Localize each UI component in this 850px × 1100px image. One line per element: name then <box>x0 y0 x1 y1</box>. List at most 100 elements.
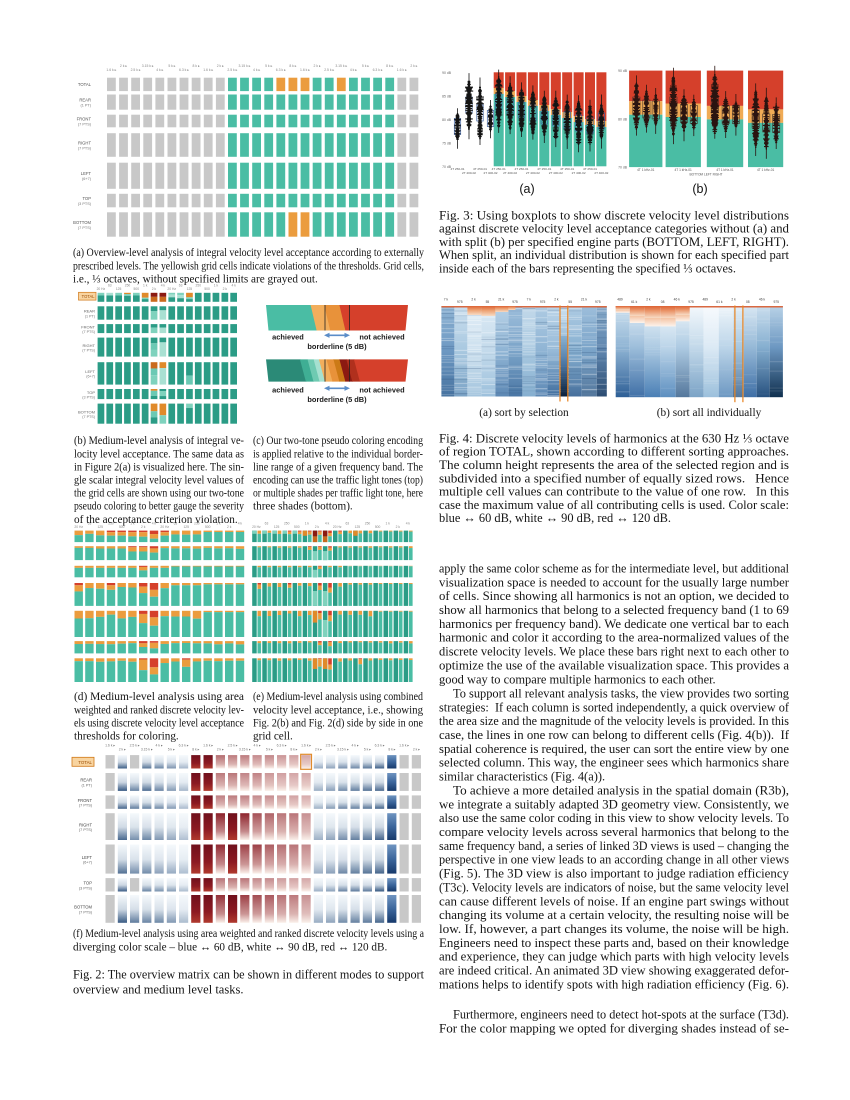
svg-text:For the color mapping we opted: For the color mapping we opted for diver… <box>439 1021 789 1035</box>
svg-text:RIGHT: RIGHT <box>83 343 96 348</box>
svg-text:or multiple shades per traffic: or multiple shades per traffic light ton… <box>253 487 423 499</box>
svg-text:2 k: 2 k <box>315 525 320 529</box>
svg-text:500: 500 <box>119 525 125 529</box>
svg-text:REAR: REAR <box>80 778 92 783</box>
svg-text:TOTAL: TOTAL <box>78 82 92 87</box>
svg-text:20 Hz: 20 Hz <box>160 525 169 529</box>
svg-text:8 k ▸: 8 k ▸ <box>386 64 393 68</box>
svg-text:2 k: 2 k <box>731 297 736 301</box>
svg-text:BOTTOM: BOTTOM <box>78 409 95 414</box>
svg-text:case the maximum value of all: case the maximum value of all contributi… <box>439 498 789 512</box>
svg-text:in Figure 2(a) is visualized h: in Figure 2(a) is visualized here. The s… <box>74 461 244 473</box>
svg-text:strategies: If each column is: strategies: If each column is sorted ind… <box>439 700 790 714</box>
svg-text:3.15 k ▸: 3.15 k ▸ <box>142 64 154 68</box>
svg-text:63: 63 <box>108 284 112 288</box>
svg-text:4 k: 4 k <box>152 522 157 526</box>
svg-text:2T 400-02: 2T 400-02 <box>483 171 497 175</box>
svg-text:BOTTOM: BOTTOM <box>74 905 92 910</box>
svg-text:(e) Medium-level analysis usin: (e) Medium-level analysis using combined <box>253 691 423 703</box>
svg-text:4T 1 kHz-01: 4T 1 kHz-01 <box>716 168 734 172</box>
svg-text:250: 250 <box>365 522 371 526</box>
svg-text:not achieved: not achieved <box>359 333 405 342</box>
svg-text:Fig. 3: Using boxplots to show: Fig. 3: Using boxplots to show discrete … <box>439 208 789 222</box>
svg-text:(7 PTS): (7 PTS) <box>82 348 95 352</box>
svg-text:61 k: 61 k <box>716 300 723 304</box>
svg-text:3.15 k ▸: 3.15 k ▸ <box>141 748 153 752</box>
svg-text:Fig. 2(b) and Fig. 2(d) side b: Fig. 2(b) and Fig. 2(d) side by side in … <box>253 717 423 729</box>
svg-text:250: 250 <box>284 522 290 526</box>
svg-text:pseudo coloring to better gaug: pseudo coloring to better gauge the seve… <box>74 500 244 512</box>
svg-text:8 k ▸: 8 k ▸ <box>290 748 297 752</box>
svg-text:500: 500 <box>294 525 300 529</box>
svg-text:2.5 k ▸: 2.5 k ▸ <box>130 744 140 748</box>
svg-text:(3 PTS): (3 PTS) <box>78 202 92 206</box>
svg-text:250: 250 <box>196 284 202 288</box>
svg-text:harmonic and color it accordin: harmonic and color it according to the a… <box>439 631 789 645</box>
svg-text:500: 500 <box>375 525 381 529</box>
svg-text:1 k: 1 k <box>143 284 148 288</box>
svg-text:21 k: 21 k <box>581 297 588 301</box>
svg-text:2T 400-02: 2T 400-02 <box>572 171 586 175</box>
svg-text:REAR: REAR <box>84 309 95 314</box>
svg-text:encoding can use the traffic l: encoding can use the traffic light tones… <box>253 474 423 486</box>
svg-text:blue ↔ 60 dB, white ↔ 90 dB, r: blue ↔ 60 dB, white ↔ 90 dB, red ↔ 120 d… <box>439 512 671 526</box>
svg-text:(f) Medium-level analysis usin: (f) Medium-level analysis using area wei… <box>73 928 424 940</box>
svg-text:BOTTOM: BOTTOM <box>73 220 91 225</box>
svg-text:prescribed levels. The yellowi: prescribed levels. The yellowish grid ce… <box>73 260 424 272</box>
svg-text:4T 250-01: 4T 250-01 <box>560 167 574 171</box>
svg-text:975: 975 <box>773 300 779 304</box>
svg-text:5 k ▸: 5 k ▸ <box>364 748 371 752</box>
svg-text:63: 63 <box>174 522 178 526</box>
svg-text:multiple cell values can contr: multiple cell values can contribute to t… <box>439 485 789 499</box>
svg-text:3.15 k ▸: 3.15 k ▸ <box>239 64 251 68</box>
svg-text:i.e., ⅓ octaves, without speci: i.e., ⅓ octaves, without specified limit… <box>73 273 318 285</box>
svg-text:4T 250-01: 4T 250-01 <box>492 167 506 171</box>
svg-text:1 k: 1 k <box>305 522 310 526</box>
svg-text:5 k ▸: 5 k ▸ <box>266 748 273 752</box>
svg-text:can cause different levels of: can cause different levels of noise. If … <box>439 894 790 908</box>
svg-text:The column height represents t: The column height represents the area of… <box>439 458 789 472</box>
svg-text:gle scalar integral velocity l: gle scalar integral velocity level value… <box>74 474 244 486</box>
svg-text:changing its volume at a certa: changing its volume at a certain velocit… <box>439 908 789 922</box>
svg-text:21 k: 21 k <box>498 297 505 301</box>
svg-text:against discrete velocity leve: against discrete velocity level acceptan… <box>439 222 790 236</box>
svg-text:weighted and ranked discrete v: weighted and ranked discrete velocity le… <box>74 704 244 716</box>
svg-text:6.3 k ▸: 6.3 k ▸ <box>277 744 287 748</box>
svg-text:spatial coherence is required,: spatial coherence is required, the user … <box>439 742 789 756</box>
svg-text:2.5 k ▸: 2.5 k ▸ <box>227 68 237 72</box>
svg-text:500: 500 <box>205 525 211 529</box>
svg-text:2T 400-02: 2T 400-02 <box>503 171 517 175</box>
svg-text:20 Hz: 20 Hz <box>167 287 176 291</box>
svg-text:of region TOTAL, shown accordi: of region TOTAL, shown according to diff… <box>439 445 789 459</box>
svg-text:(Fig. 5). The 3D view is also: (Fig. 5). The 3D view is also important … <box>439 867 790 881</box>
svg-text:125: 125 <box>183 525 189 529</box>
svg-text:250: 250 <box>108 522 114 526</box>
svg-text:mations helps to identify spot: mations helps to identify spots with hig… <box>439 977 789 991</box>
svg-text:achieved: achieved <box>272 386 304 395</box>
svg-text:3.15 k ▸: 3.15 k ▸ <box>239 748 251 752</box>
svg-text:TOP: TOP <box>87 390 95 395</box>
svg-text:selected column. This way, the: selected column. This way, the engineer … <box>439 756 789 770</box>
svg-text:2T 400-02: 2T 400-02 <box>526 171 540 175</box>
svg-text:2T 400-02: 2T 400-02 <box>549 171 563 175</box>
svg-text:125: 125 <box>187 287 193 291</box>
svg-text:75 dB: 75 dB <box>442 141 452 145</box>
svg-text:975: 975 <box>688 300 694 304</box>
svg-text:975: 975 <box>512 300 518 304</box>
svg-text:2 k: 2 k <box>396 525 401 529</box>
svg-text:8 k ▸: 8 k ▸ <box>192 748 199 752</box>
svg-text:also use the same color coding: also use the same color coding in this v… <box>439 811 789 825</box>
svg-text:1.6 k ▸: 1.6 k ▸ <box>399 744 409 748</box>
svg-text:6.3 k ▸: 6.3 k ▸ <box>179 68 189 72</box>
svg-text:500: 500 <box>204 287 210 291</box>
svg-text:975: 975 <box>595 300 601 304</box>
svg-text:20 Hz: 20 Hz <box>252 525 261 529</box>
svg-text:4 k ▸: 4 k ▸ <box>156 68 163 72</box>
svg-text:Engineers need to inspect thes: Engineers need to inspect these parts an… <box>439 936 789 950</box>
svg-text:2.5 k ▸: 2.5 k ▸ <box>324 68 334 72</box>
svg-text:3.15 k ▸: 3.15 k ▸ <box>335 64 347 68</box>
svg-text:Fig. 2: The overview matrix ca: Fig. 2: The overview matrix can be shown… <box>73 967 425 981</box>
svg-text:80 dB: 80 dB <box>442 118 452 122</box>
svg-text:(3 PTS): (3 PTS) <box>79 886 93 890</box>
svg-text:is applied relative to the ind: is applied relative to the individual bo… <box>253 448 423 460</box>
